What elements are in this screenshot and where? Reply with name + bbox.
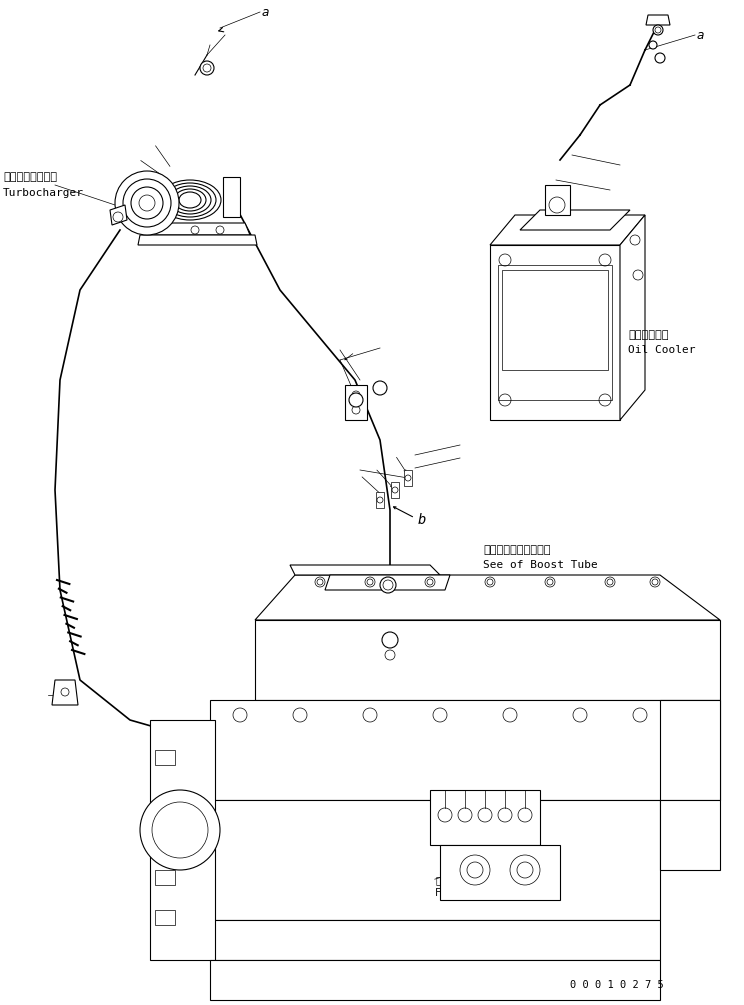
Circle shape xyxy=(460,855,490,885)
Circle shape xyxy=(152,802,208,858)
Circle shape xyxy=(200,61,214,75)
Polygon shape xyxy=(646,15,670,25)
Ellipse shape xyxy=(164,183,216,217)
Polygon shape xyxy=(110,205,127,225)
Text: a: a xyxy=(697,28,705,41)
Ellipse shape xyxy=(179,192,201,208)
Polygon shape xyxy=(155,750,175,765)
Text: a: a xyxy=(262,5,269,18)
Polygon shape xyxy=(138,235,257,245)
Text: Oil Cooler: Oil Cooler xyxy=(628,345,696,355)
Polygon shape xyxy=(290,565,440,575)
Text: ブーストチューブ参照: ブーストチューブ参照 xyxy=(483,545,551,555)
Polygon shape xyxy=(620,215,645,420)
Circle shape xyxy=(382,632,398,648)
Circle shape xyxy=(467,862,483,878)
Polygon shape xyxy=(210,700,720,800)
Polygon shape xyxy=(376,492,384,508)
Circle shape xyxy=(373,381,387,395)
Circle shape xyxy=(653,25,663,35)
Circle shape xyxy=(517,862,533,878)
Polygon shape xyxy=(325,575,450,590)
Circle shape xyxy=(203,64,211,72)
Polygon shape xyxy=(490,245,620,420)
Ellipse shape xyxy=(169,186,211,214)
Ellipse shape xyxy=(174,189,206,211)
Polygon shape xyxy=(440,845,560,900)
Bar xyxy=(345,385,367,420)
Circle shape xyxy=(140,790,220,870)
Text: Turbocharger: Turbocharger xyxy=(3,188,84,198)
Polygon shape xyxy=(52,680,78,705)
Polygon shape xyxy=(210,800,660,920)
Circle shape xyxy=(131,187,163,219)
Polygon shape xyxy=(391,482,399,498)
Text: 0 0 0 1 0 2 7 5: 0 0 0 1 0 2 7 5 xyxy=(570,980,664,990)
Circle shape xyxy=(139,195,155,211)
Polygon shape xyxy=(155,870,175,885)
Polygon shape xyxy=(404,470,412,486)
Circle shape xyxy=(349,393,363,407)
Circle shape xyxy=(216,226,224,234)
Text: See of Boost Tube: See of Boost Tube xyxy=(483,560,597,570)
Polygon shape xyxy=(660,700,720,800)
Text: ターボチャージャ: ターボチャージャ xyxy=(3,172,57,182)
Polygon shape xyxy=(255,620,720,700)
Polygon shape xyxy=(430,790,540,845)
Polygon shape xyxy=(155,910,175,925)
Circle shape xyxy=(655,53,665,63)
Text: Fuel Injection Pump: Fuel Injection Pump xyxy=(435,888,547,898)
Text: b: b xyxy=(418,513,426,527)
Circle shape xyxy=(123,179,171,227)
Polygon shape xyxy=(520,210,630,230)
Polygon shape xyxy=(150,720,215,960)
Circle shape xyxy=(115,171,179,235)
Circle shape xyxy=(380,577,396,593)
Polygon shape xyxy=(255,575,720,620)
Polygon shape xyxy=(490,215,645,245)
Text: フェルインジェクションポンプ: フェルインジェクションポンプ xyxy=(435,875,517,885)
Polygon shape xyxy=(223,177,240,217)
Circle shape xyxy=(649,41,657,49)
Polygon shape xyxy=(660,800,720,870)
Polygon shape xyxy=(210,920,660,960)
Bar xyxy=(498,265,612,400)
Polygon shape xyxy=(210,960,660,1000)
Bar xyxy=(545,185,570,215)
Ellipse shape xyxy=(159,180,221,220)
Circle shape xyxy=(191,226,199,234)
Circle shape xyxy=(655,27,661,33)
Text: オイルクーラ: オイルクーラ xyxy=(628,330,669,340)
Circle shape xyxy=(113,212,123,222)
Polygon shape xyxy=(145,223,250,235)
Circle shape xyxy=(510,855,540,885)
